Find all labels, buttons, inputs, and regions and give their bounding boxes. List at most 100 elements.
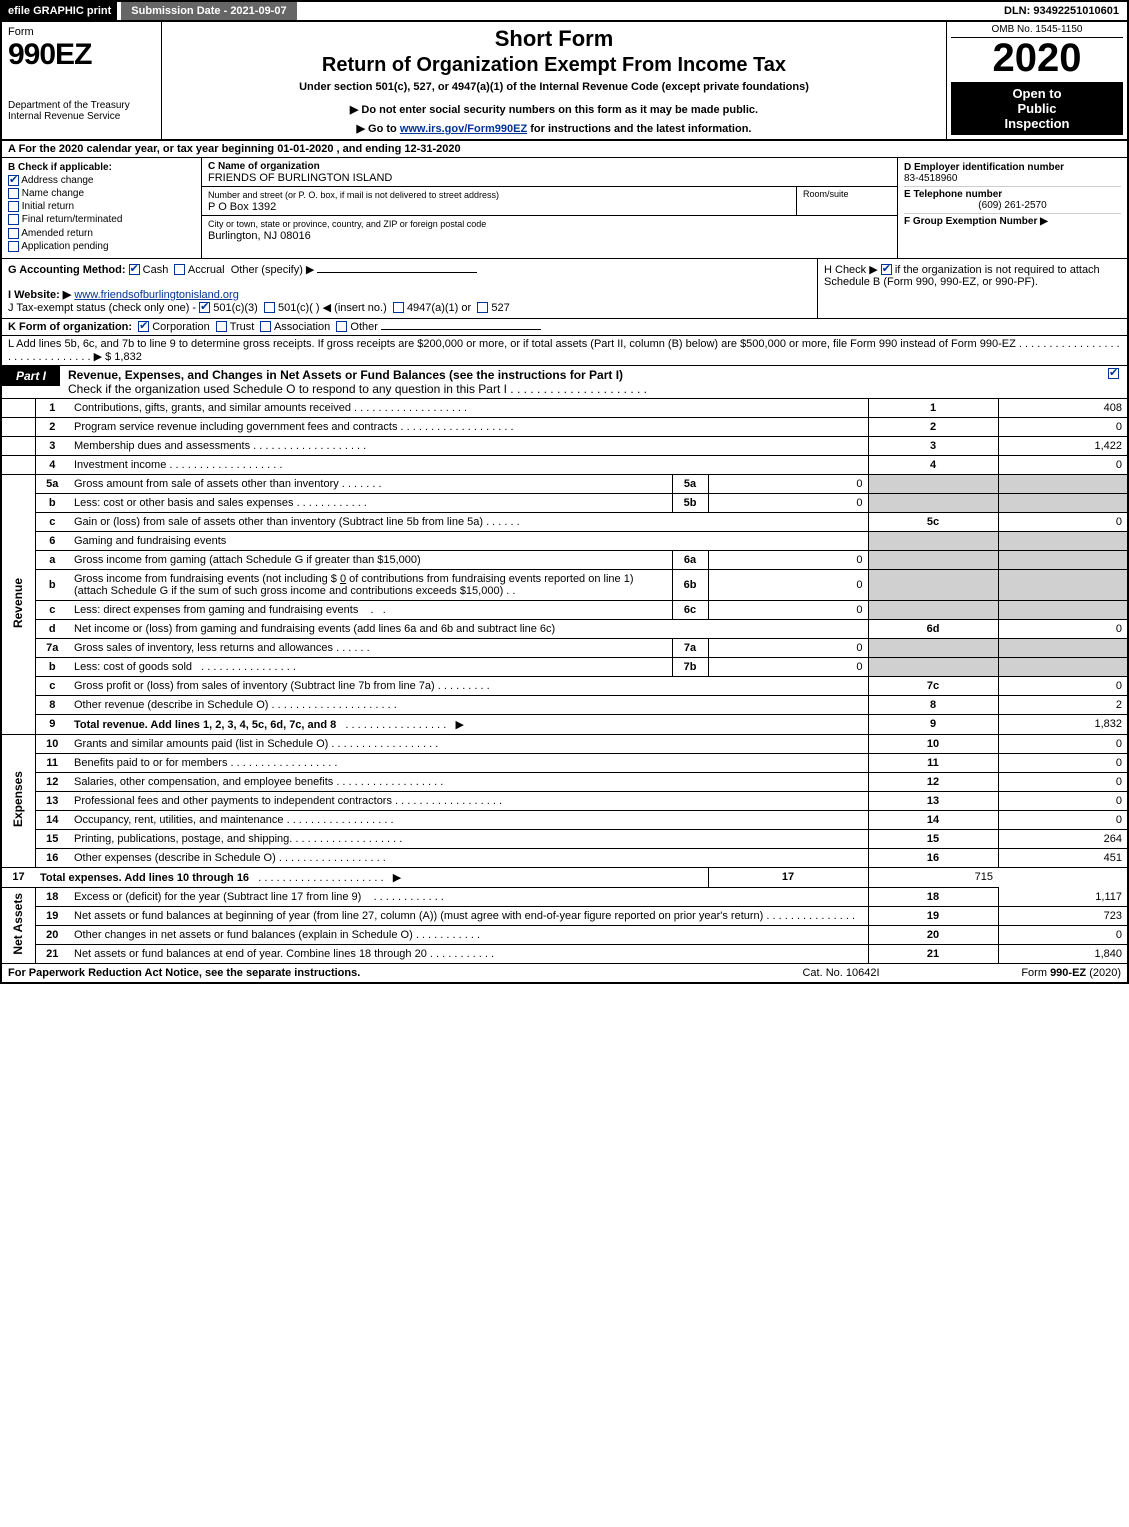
l-text: L Add lines 5b, 6c, and 7b to line 9 to …: [8, 338, 1016, 350]
j-501c3-checkbox[interactable]: [199, 302, 210, 313]
efile-label[interactable]: efile GRAPHIC print: [2, 2, 117, 20]
l-value: $ 1,832: [105, 351, 142, 363]
j-527-checkbox[interactable]: [477, 302, 488, 313]
title-short-form: Short Form: [170, 26, 938, 52]
section-b-item-label: Address change: [19, 175, 94, 186]
j-527-label: 527: [491, 302, 509, 314]
row-2-mainn: 2: [868, 417, 998, 436]
h-checkbox[interactable]: [881, 264, 892, 275]
section-b-item: Final return/terminated: [8, 214, 195, 225]
row-20: 20 Other changes in net assets or fund b…: [1, 925, 1128, 944]
row-16-mainn: 16: [868, 848, 998, 867]
row-4-mainv: 0: [998, 455, 1128, 474]
dln-label: DLN: 93492251010601: [996, 2, 1127, 20]
section-b: B Check if applicable: Address change Na…: [2, 158, 202, 258]
part1-checkbox[interactable]: [1108, 368, 1119, 379]
row-20-mainv: 0: [998, 925, 1128, 944]
footer-center: Cat. No. 10642I: [741, 967, 941, 979]
row-21-desc: Net assets or fund balances at end of ye…: [74, 948, 427, 960]
row-18-mainn: 18: [868, 887, 998, 906]
org-name: FRIENDS OF BURLINGTON ISLAND: [208, 172, 392, 184]
footer-right-post: (2020): [1089, 967, 1121, 979]
section-b-checkbox[interactable]: [8, 201, 19, 212]
row-11: 11Benefits paid to or for members . . . …: [1, 753, 1128, 772]
row-13: 13Professional fees and other payments t…: [1, 791, 1128, 810]
row-5c-num: c: [35, 512, 69, 531]
row-6b-desc-pre: Gross income from fundraising events (no…: [74, 573, 337, 585]
row-6b: b Gross income from fundraising events (…: [1, 569, 1128, 600]
form-number: 990EZ: [8, 38, 155, 72]
line-l: L Add lines 5b, 6c, and 7b to line 9 to …: [0, 336, 1129, 366]
section-b-checkbox[interactable]: [8, 188, 19, 199]
row-8-desc: Other revenue (describe in Schedule O): [74, 699, 268, 711]
irs-link[interactable]: www.irs.gov/Form990EZ: [400, 123, 527, 135]
section-b-checkbox[interactable]: [8, 214, 19, 225]
open-line2: Public: [1017, 101, 1056, 116]
e-phone-label: E Telephone number: [904, 189, 1002, 200]
k-other-input[interactable]: [381, 329, 541, 330]
tax-year: 2020: [951, 38, 1123, 78]
row-8-num: 8: [35, 695, 69, 714]
g-cash-checkbox[interactable]: [129, 264, 140, 275]
row-15-mainn: 15: [868, 829, 998, 848]
k-corp-checkbox[interactable]: [138, 321, 149, 332]
row-15: 15Printing, publications, postage, and s…: [1, 829, 1128, 848]
row-5c-mainv: 0: [998, 512, 1128, 531]
l-arrow: ▶: [94, 350, 102, 363]
g-accrual-label: Accrual: [188, 264, 225, 276]
row-6d-mainn: 6d: [868, 619, 998, 638]
subtitle-3-post: for instructions and the latest informat…: [530, 123, 751, 135]
row-7b-desc: Less: cost of goods sold: [74, 661, 192, 673]
row-12-mainn: 12: [868, 772, 998, 791]
row-5b-subn: 5b: [672, 493, 708, 512]
part1-check-text: Check if the organization used Schedule …: [68, 382, 507, 396]
row-3-desc: Membership dues and assessments . . . . …: [69, 436, 868, 455]
row-7c-num: c: [35, 676, 69, 695]
row-6c-desc: Less: direct expenses from gaming and fu…: [74, 604, 358, 616]
section-b-item: Name change: [8, 188, 195, 199]
k-other-label: Other: [350, 321, 378, 333]
row-3-mainv: 1,422: [998, 436, 1128, 455]
row-2-num: 2: [35, 417, 69, 436]
footer-right-bold: 990-EZ: [1050, 967, 1086, 979]
g-other-input[interactable]: [317, 272, 477, 273]
row-6-desc: Gaming and fundraising events: [74, 535, 226, 547]
row-5c-mainn: 5c: [868, 512, 998, 531]
k-other-checkbox[interactable]: [336, 321, 347, 332]
row-20-num: 20: [35, 925, 69, 944]
row-5a-main-grey: [868, 474, 998, 493]
open-line1: Open to: [1012, 86, 1061, 101]
g-accrual-checkbox[interactable]: [174, 264, 185, 275]
section-b-checkbox[interactable]: [8, 228, 19, 239]
row-9-mainv: 1,832: [998, 714, 1128, 734]
row-5a-subv: 0: [708, 474, 868, 493]
section-b-checkbox[interactable]: [8, 241, 19, 252]
row-19-desc: Net assets or fund balances at beginning…: [74, 910, 763, 922]
row-4-num: 4: [35, 455, 69, 474]
k-assoc-checkbox[interactable]: [260, 321, 271, 332]
section-b-item-label: Final return/terminated: [19, 215, 122, 226]
j-4947-checkbox[interactable]: [393, 302, 404, 313]
row-5b: b Less: cost or other basis and sales ex…: [1, 493, 1128, 512]
row-5b-desc: Less: cost or other basis and sales expe…: [74, 497, 294, 509]
netassets-sidebar: Net Assets: [1, 887, 35, 963]
row-7c: c Gross profit or (loss) from sales of i…: [1, 676, 1128, 695]
line-h: H Check ▶ if the organization is not req…: [817, 259, 1127, 318]
row-17-mainn: 17: [708, 867, 868, 887]
row-5c: c Gain or (loss) from sale of assets oth…: [1, 512, 1128, 531]
i-label: I Website: ▶: [8, 289, 71, 301]
row-20-mainn: 20: [868, 925, 998, 944]
open-to-public-box: Open to Public Inspection: [951, 82, 1123, 135]
section-b-checkbox[interactable]: [8, 175, 19, 186]
j-501c-checkbox[interactable]: [264, 302, 275, 313]
form-word: Form: [8, 26, 155, 38]
section-b-item-label: Initial return: [19, 201, 74, 212]
k-trust-checkbox[interactable]: [216, 321, 227, 332]
row-6a-subn: 6a: [672, 550, 708, 569]
website-link[interactable]: www.friendsofburlingtonisland.org: [74, 289, 238, 301]
row-18: Net Assets 18 Excess or (deficit) for th…: [1, 887, 1128, 906]
open-line3: Inspection: [1004, 116, 1069, 131]
header-center: Short Form Return of Organization Exempt…: [162, 22, 947, 139]
footer-right: Form 990-EZ (2020): [941, 967, 1121, 979]
part1-header: Part I Revenue, Expenses, and Changes in…: [0, 366, 1129, 399]
